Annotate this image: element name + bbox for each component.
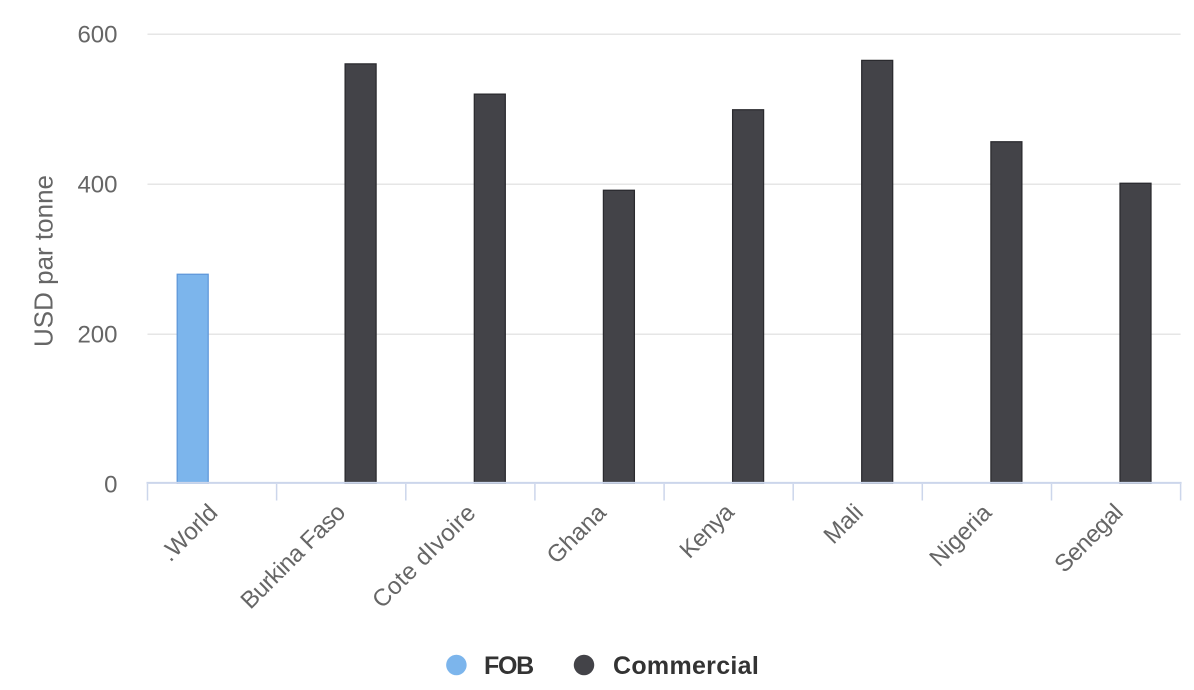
svg-text:.World: .World	[155, 499, 223, 567]
svg-text:Cote dIvoire: Cote dIvoire	[367, 499, 481, 613]
svg-text:0: 0	[104, 472, 117, 499]
svg-text:USD par tonne: USD par tonne	[29, 175, 59, 347]
svg-text:Nigeria: Nigeria	[924, 499, 997, 572]
svg-text:Senegal: Senegal	[1049, 499, 1128, 578]
svg-text:Burkina Faso: Burkina Faso	[235, 499, 350, 614]
svg-text:Ghana: Ghana	[542, 499, 613, 570]
svg-text:Kenya: Kenya	[674, 498, 740, 564]
svg-text:Commercial: Commercial	[613, 652, 759, 680]
svg-text:400: 400	[77, 172, 117, 199]
svg-text:600: 600	[77, 22, 117, 49]
svg-text:200: 200	[77, 322, 117, 349]
svg-text:Mali: Mali	[819, 499, 869, 549]
svg-text:FOB: FOB	[484, 652, 533, 680]
